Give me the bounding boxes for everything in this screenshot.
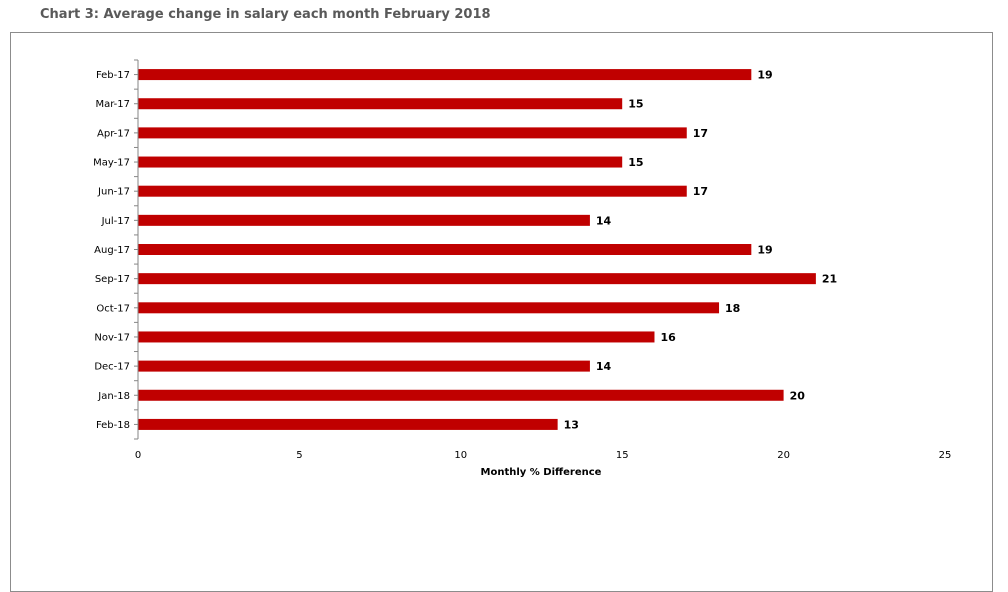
bar-may-17 bbox=[138, 156, 623, 168]
value-label-feb-18: 13 bbox=[564, 418, 579, 431]
bar-apr-17 bbox=[138, 127, 687, 139]
value-label-jan-18: 20 bbox=[790, 389, 806, 402]
value-label-jun-17: 17 bbox=[693, 185, 708, 198]
x-tick-label-0: 0 bbox=[135, 450, 141, 461]
bars-layer: 19 Feb-17 15 Mar-17 17 Apr-17 15 May-17 17 Jun-17… bbox=[93, 69, 837, 432]
category-label-aug-17: Aug-17 bbox=[94, 245, 130, 256]
value-label-jul-17: 14 bbox=[596, 214, 612, 227]
bar-nov-17 bbox=[138, 331, 655, 343]
value-label-aug-17: 19 bbox=[757, 244, 772, 257]
category-label-mar-17: Mar-17 bbox=[95, 99, 130, 110]
x-tick-label-5: 5 bbox=[296, 450, 302, 461]
bar-feb-18 bbox=[138, 418, 558, 430]
bar-chart: 19 Feb-17 15 Mar-17 17 Apr-17 15 May-17 17 Jun-17… bbox=[93, 59, 952, 478]
category-label-oct-17: Oct-17 bbox=[96, 303, 130, 314]
value-label-oct-17: 18 bbox=[725, 302, 740, 315]
category-label-apr-17: Apr-17 bbox=[97, 128, 130, 139]
bar-jun-17 bbox=[138, 185, 687, 197]
category-label-sep-17: Sep-17 bbox=[95, 274, 130, 285]
category-label-jul-17: Jul-17 bbox=[101, 216, 130, 227]
value-label-dec-17: 14 bbox=[596, 360, 612, 373]
bar-aug-17 bbox=[138, 244, 752, 255]
category-label-feb-17: Feb-17 bbox=[96, 70, 130, 81]
bar-mar-17 bbox=[138, 98, 623, 110]
category-label-nov-17: Nov-17 bbox=[94, 332, 130, 343]
value-label-feb-17: 19 bbox=[757, 69, 772, 82]
x-tick-label-20: 20 bbox=[777, 450, 790, 461]
bar-feb-17 bbox=[138, 69, 752, 81]
value-label-sep-17: 21 bbox=[822, 273, 837, 286]
value-label-apr-17: 17 bbox=[693, 127, 708, 140]
category-label-feb-18: Feb-18 bbox=[96, 420, 130, 431]
bar-oct-17 bbox=[138, 302, 720, 314]
category-label-dec-17: Dec-17 bbox=[94, 362, 130, 373]
x-tick-label-15: 15 bbox=[616, 450, 629, 461]
bar-sep-17 bbox=[138, 273, 816, 285]
category-label-may-17: May-17 bbox=[93, 158, 130, 169]
value-label-may-17: 15 bbox=[628, 156, 643, 169]
bar-jan-18 bbox=[138, 389, 784, 401]
category-label-jan-18: Jan-18 bbox=[97, 391, 130, 402]
chart-title: Chart 3: Average change in salary each m… bbox=[40, 7, 491, 22]
value-label-nov-17: 16 bbox=[660, 331, 676, 344]
x-tick-label-25: 25 bbox=[939, 450, 952, 461]
category-label-jun-17: Jun-17 bbox=[97, 187, 130, 198]
bar-dec-17 bbox=[138, 360, 590, 372]
value-label-mar-17: 15 bbox=[628, 98, 643, 111]
ticks-layer: 0 5 10 15 20 25 bbox=[134, 59, 952, 461]
x-tick-label-10: 10 bbox=[454, 450, 467, 461]
bar-jul-17 bbox=[138, 214, 590, 226]
x-axis-title: Monthly % Difference bbox=[481, 467, 602, 478]
